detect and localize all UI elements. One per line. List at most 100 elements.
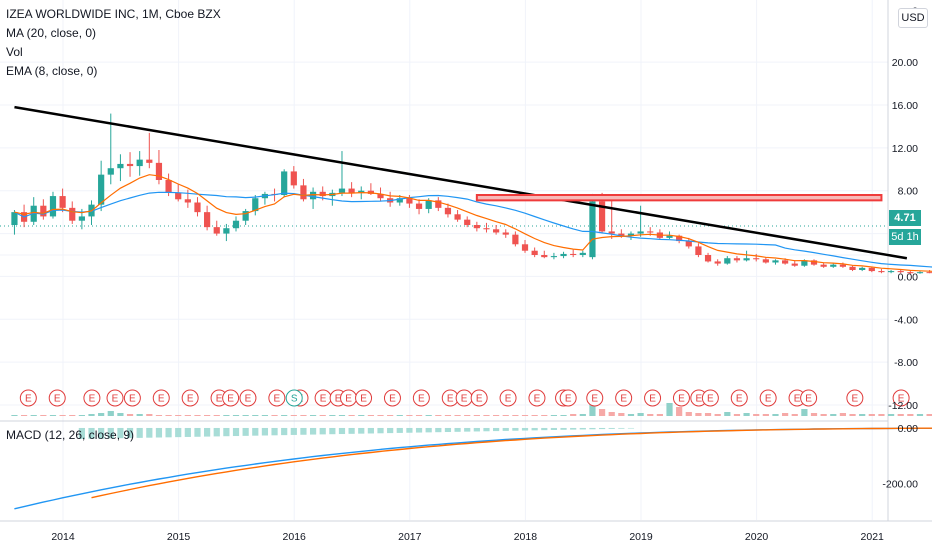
candle-body bbox=[78, 216, 85, 221]
earnings-marker bbox=[106, 389, 124, 407]
macd-histogram-bar bbox=[88, 427, 95, 439]
candle-body bbox=[791, 263, 798, 266]
volume-bar bbox=[464, 415, 471, 416]
volume-bar bbox=[704, 413, 712, 416]
volume-bar bbox=[733, 414, 741, 416]
volume-bar bbox=[88, 414, 95, 416]
macd-histogram-bar bbox=[223, 427, 230, 437]
macd-histogram-bar bbox=[252, 427, 259, 436]
macd-histogram-bar bbox=[396, 427, 403, 433]
earnings-marker bbox=[730, 389, 748, 407]
volume-bar bbox=[550, 415, 558, 416]
macd-histogram-bar bbox=[261, 427, 269, 436]
time-axis-tick: 2017 bbox=[398, 531, 422, 543]
earnings-marker-label: E bbox=[794, 394, 801, 405]
candle-body bbox=[570, 253, 577, 255]
volume-bar bbox=[916, 414, 924, 416]
earnings-marker bbox=[412, 389, 430, 407]
earnings-marker-label: E bbox=[345, 394, 352, 405]
macd-histogram-bar bbox=[107, 427, 114, 439]
macd-histogram-bar bbox=[618, 427, 625, 429]
trendline bbox=[14, 105, 908, 260]
time-axis-tick: 2018 bbox=[514, 531, 538, 543]
volume-bar bbox=[714, 414, 721, 416]
volume-bar bbox=[570, 414, 577, 416]
volume-bar bbox=[753, 414, 760, 416]
candle-body bbox=[464, 219, 471, 225]
time-axis-tick: 2021 bbox=[861, 531, 885, 543]
volume-bar bbox=[839, 413, 847, 416]
macd-signal-line bbox=[91, 427, 932, 499]
macd-histogram-bar bbox=[358, 427, 365, 434]
ema-line bbox=[14, 174, 932, 272]
volume-bar bbox=[907, 414, 914, 416]
volume-bar bbox=[184, 415, 191, 416]
volume-bar bbox=[126, 414, 134, 416]
macd-histogram-bar bbox=[329, 427, 336, 435]
earnings-marker bbox=[355, 389, 373, 407]
volume-bar bbox=[521, 415, 529, 416]
volume-bar bbox=[155, 415, 163, 416]
volume-bar bbox=[415, 415, 423, 416]
candle-body bbox=[242, 211, 249, 221]
macd-histogram-bar bbox=[473, 427, 480, 432]
earnings-marker bbox=[586, 389, 604, 407]
earnings-marker bbox=[383, 389, 401, 407]
macd-histogram-bar bbox=[608, 427, 615, 429]
currency-button[interactable]: USD bbox=[898, 8, 928, 28]
macd-histogram-bar bbox=[155, 427, 163, 438]
candle-body bbox=[753, 258, 760, 260]
price-axis-tick: -12.00 bbox=[888, 400, 918, 412]
symbol-title[interactable]: IZEA WORLDWIDE INC, 1M, Cboe BZX bbox=[6, 7, 221, 21]
candle-body bbox=[59, 196, 66, 208]
volume-bar bbox=[98, 413, 105, 416]
volume-bar bbox=[801, 409, 808, 416]
price-axis-tick: 8.00 bbox=[898, 186, 919, 198]
earnings-marker-label: E bbox=[447, 394, 454, 405]
candle-body bbox=[608, 231, 615, 234]
earnings-marker-label: E bbox=[678, 394, 685, 405]
volume-bar bbox=[676, 407, 683, 416]
volume-bar bbox=[493, 415, 500, 416]
candle-body bbox=[126, 163, 134, 167]
volume-bar bbox=[165, 415, 172, 416]
volume-bar bbox=[454, 415, 461, 416]
candle-body bbox=[165, 180, 172, 193]
volume-bar bbox=[396, 415, 403, 416]
time-axis-tick: 2016 bbox=[283, 531, 307, 543]
candle-body bbox=[772, 260, 779, 263]
volume-bar bbox=[281, 415, 288, 416]
candle-body bbox=[589, 201, 596, 258]
macd-histogram-bar bbox=[290, 427, 297, 435]
volume-bar bbox=[618, 413, 625, 416]
volume-bar bbox=[627, 414, 635, 416]
candle-body bbox=[714, 261, 721, 264]
macd-histogram-bar bbox=[598, 427, 606, 430]
earnings-marker-label: E bbox=[476, 394, 483, 405]
volume-bar bbox=[878, 414, 885, 416]
ma-legend[interactable]: MA (20, close, 0) bbox=[6, 26, 97, 40]
candle-body bbox=[213, 227, 220, 234]
ma-line bbox=[14, 191, 932, 268]
volume-bar bbox=[377, 415, 384, 416]
macd-legend[interactable]: MACD (12, 26, close, 9) bbox=[6, 428, 135, 442]
macd-axis-tick: 0.00 bbox=[898, 423, 919, 435]
macd-histogram-bar bbox=[589, 427, 596, 430]
volume-bar bbox=[830, 414, 837, 416]
vol-legend[interactable]: Vol bbox=[6, 45, 23, 59]
earnings-marker-label: E bbox=[591, 394, 598, 405]
earnings-marker bbox=[470, 389, 488, 407]
earnings-marker-label: E bbox=[565, 394, 572, 405]
ema-legend[interactable]: EMA (8, close, 0) bbox=[6, 64, 98, 78]
candle-body bbox=[859, 267, 866, 270]
candle-body bbox=[223, 228, 230, 234]
volume-bar bbox=[271, 415, 278, 416]
macd-histogram-bar bbox=[184, 427, 191, 437]
earnings-marker bbox=[499, 389, 517, 407]
candle-body bbox=[637, 231, 644, 234]
volume-bar bbox=[194, 415, 201, 416]
candle-body bbox=[483, 228, 490, 230]
earnings-marker bbox=[83, 389, 101, 407]
candle-body bbox=[647, 231, 654, 233]
